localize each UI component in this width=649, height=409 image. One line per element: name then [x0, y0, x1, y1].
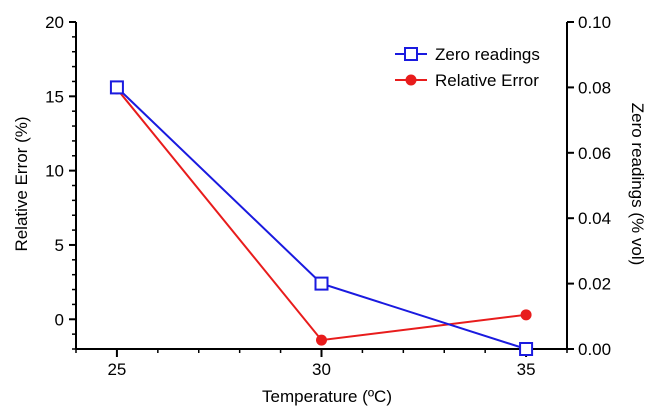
legend-relative-error-marker [405, 74, 417, 86]
right-tick-label: 0.10 [578, 13, 611, 32]
x-axis-ticks: 25 30 35 [75, 349, 568, 379]
left-axis-ticks: 0 5 10 15 20 [45, 13, 76, 350]
x-tick-label: 25 [107, 360, 126, 379]
relative-error-marker [520, 309, 532, 321]
x-tick-label: 30 [312, 360, 331, 379]
series-layer [109, 80, 534, 356]
relative-error-line [116, 88, 527, 342]
left-tick-label: 20 [45, 13, 64, 32]
relative-error-marker [316, 334, 327, 346]
left-tick-label: 5 [55, 236, 64, 255]
right-tick-label: 0.04 [578, 209, 611, 228]
zero-readings-marker [314, 276, 329, 291]
x-tick-label: 35 [517, 360, 536, 379]
right-tick-label: 0.06 [578, 144, 611, 163]
left-tick-label: 15 [45, 87, 64, 106]
legend-relative-error-label: Relative Error [435, 71, 539, 90]
zero-readings-marker [109, 80, 124, 95]
x-axis-title: Temperature (ºC) [262, 387, 392, 406]
right-tick-label: 0.00 [578, 340, 611, 359]
right-axis-ticks: 0.00 0.02 0.04 0.06 0.08 0.10 [567, 13, 611, 359]
legend-zero-readings-label: Zero readings [435, 45, 540, 64]
zero-readings-line [116, 86, 527, 350]
left-tick-label: 0 [55, 310, 64, 329]
left-tick-label: 10 [45, 162, 64, 181]
legend: Zero readings Relative Error [395, 45, 540, 90]
legend-zero-readings-marker [404, 47, 418, 61]
right-tick-label: 0.02 [578, 275, 611, 294]
zero-readings-marker [519, 342, 534, 356]
right-axis-title: Zero readings (% vol) [628, 103, 647, 266]
right-tick-label: 0.08 [578, 78, 611, 97]
left-axis-title: Relative Error (%) [12, 116, 31, 251]
